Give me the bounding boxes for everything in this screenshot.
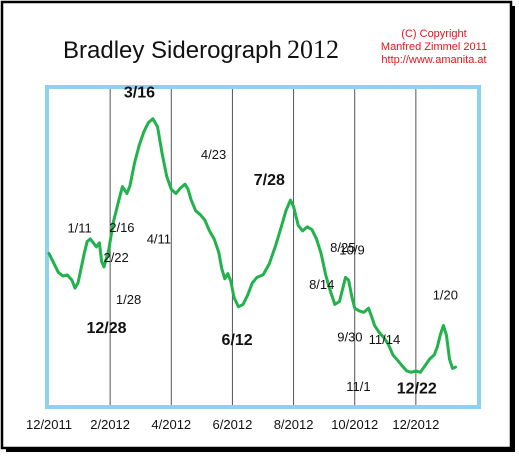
- date-annotation: 12/28: [86, 320, 126, 337]
- date-annotation: 1/20: [433, 288, 458, 303]
- plot-area-border: [45, 85, 481, 409]
- x-tick-label: 12/2011: [26, 417, 72, 432]
- date-annotation: 8/25: [330, 240, 355, 255]
- chart-title: Bradley Siderograph: [63, 37, 282, 64]
- date-annotation: 8/14: [309, 277, 334, 292]
- date-annotation: 7/28: [254, 172, 285, 189]
- date-annotation: 1/11: [67, 220, 91, 235]
- copyright-line-2: Manfred Zimmel 2011: [381, 41, 487, 53]
- date-annotation: 6/12: [222, 332, 253, 349]
- date-annotation: 3/16: [124, 85, 155, 102]
- copyright-line-1: (C) Copyright: [401, 28, 466, 40]
- series-line: [47, 117, 458, 374]
- x-tick-label: 2/2012: [90, 417, 130, 432]
- grid-layer: [109, 89, 417, 405]
- x-tick-label: 4/2012: [151, 417, 191, 432]
- chart-title-year: 2012: [287, 35, 339, 64]
- annotation-layer: 12/28 1/11 1/28 2/16 2/22 3/16 4/23 4/11 7/28 8/2…: [67, 85, 458, 398]
- date-annotation: 1/28: [116, 292, 141, 307]
- date-annotation: 10/9: [339, 242, 364, 257]
- date-annotation: 11/1: [346, 379, 370, 394]
- date-annotation: 4/11: [147, 232, 171, 247]
- x-tick-label: 6/2012: [213, 417, 253, 432]
- date-annotation: 2/16: [109, 220, 134, 235]
- copyright-line-3: http://www.amanita.at: [381, 54, 486, 66]
- tick-label-layer: 12/2011 2/2012 4/2012 6/2012 8/2012 10/2012 12…: [26, 417, 439, 432]
- date-annotation: 4/23: [201, 147, 226, 162]
- x-tick-label: 8/2012: [274, 417, 314, 432]
- x-tick-label: 10/2012: [331, 417, 378, 432]
- date-annotation: 11/14: [369, 332, 401, 347]
- date-annotation: 12/22: [397, 380, 437, 397]
- date-annotation: 9/30: [337, 329, 362, 344]
- date-annotation: 2/22: [103, 250, 128, 265]
- x-tick-label: 12/2012: [392, 417, 439, 432]
- series-layer: [47, 117, 458, 374]
